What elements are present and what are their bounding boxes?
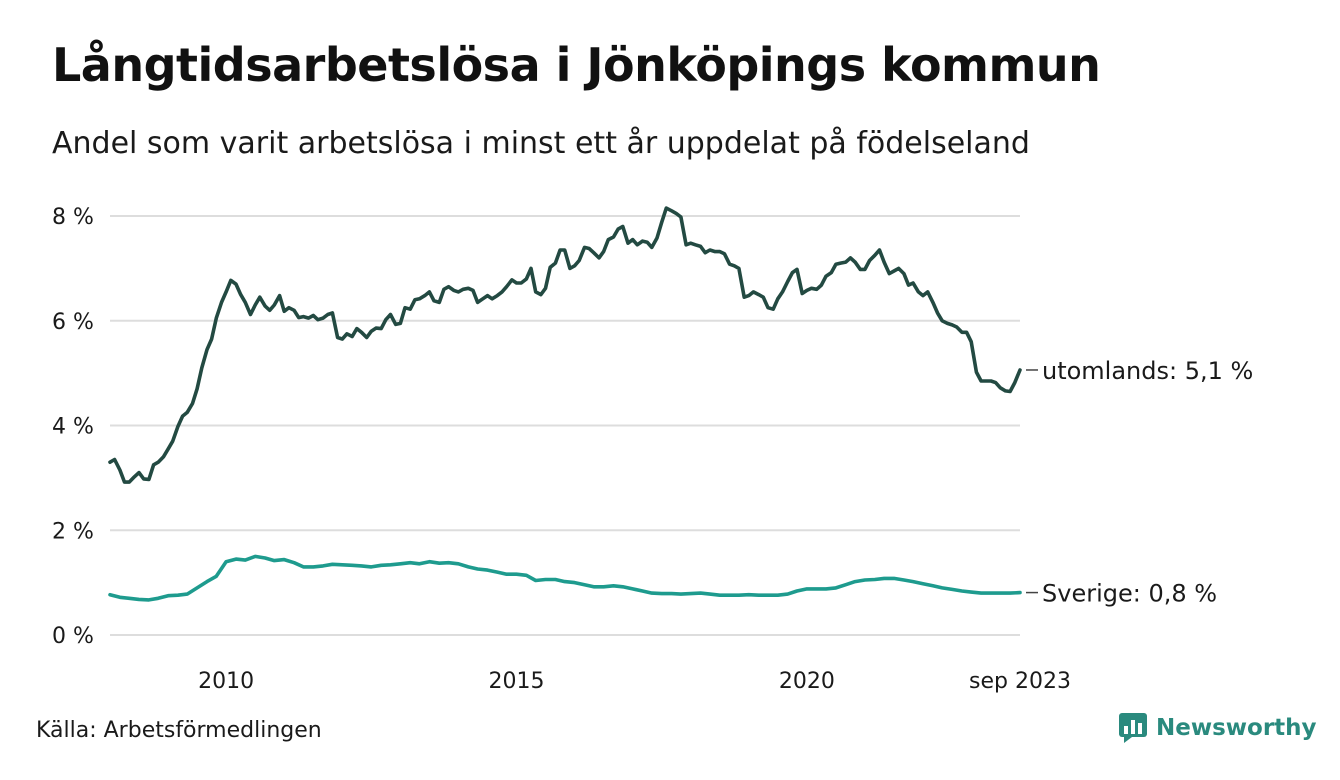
chart-subtitle: Andel som varit arbetslösa i minst ett å… <box>52 126 1030 161</box>
bar-chart-icon <box>1119 713 1147 743</box>
line-chart: 0 % 2 % 4 % 6 % 8 % 2010 2015 2020 sep 2023 uto… <box>52 205 1253 694</box>
x-tick-label: 2020 <box>779 669 835 694</box>
source-note: Källa: Arbetsförmedlingen <box>36 718 322 743</box>
chart-title: Långtidsarbetslösa i Jönköpings kommun <box>52 38 1101 92</box>
brand-name: Newsworthy <box>1156 715 1317 741</box>
series-line-Sverige <box>108 554 1022 602</box>
x-axis: 2010 2015 2020 sep 2023 <box>198 669 1071 694</box>
x-tick-label: sep 2023 <box>969 669 1071 694</box>
y-tick-label: 0 % <box>52 624 94 649</box>
y-tick-label: 2 % <box>52 519 94 544</box>
x-tick-label: 2015 <box>489 669 545 694</box>
x-tick-label: 2010 <box>198 669 254 694</box>
series-label-utomlands: utomlands: 5,1 % <box>1042 357 1253 385</box>
brand-logo: Newsworthy <box>1118 712 1317 744</box>
y-tick-label: 8 % <box>52 205 94 230</box>
grid-lines <box>110 215 1020 636</box>
series-end-labels: utomlands: 5,1 % Sverige: 0,8 % <box>1026 357 1253 608</box>
series-line-utomlands <box>108 206 1022 484</box>
y-axis: 0 % 2 % 4 % 6 % 8 % <box>52 205 94 649</box>
series-label-Sverige: Sverige: 0,8 % <box>1042 580 1217 608</box>
y-tick-label: 4 % <box>52 415 94 440</box>
series-lines <box>108 206 1022 602</box>
y-tick-label: 6 % <box>52 310 94 335</box>
